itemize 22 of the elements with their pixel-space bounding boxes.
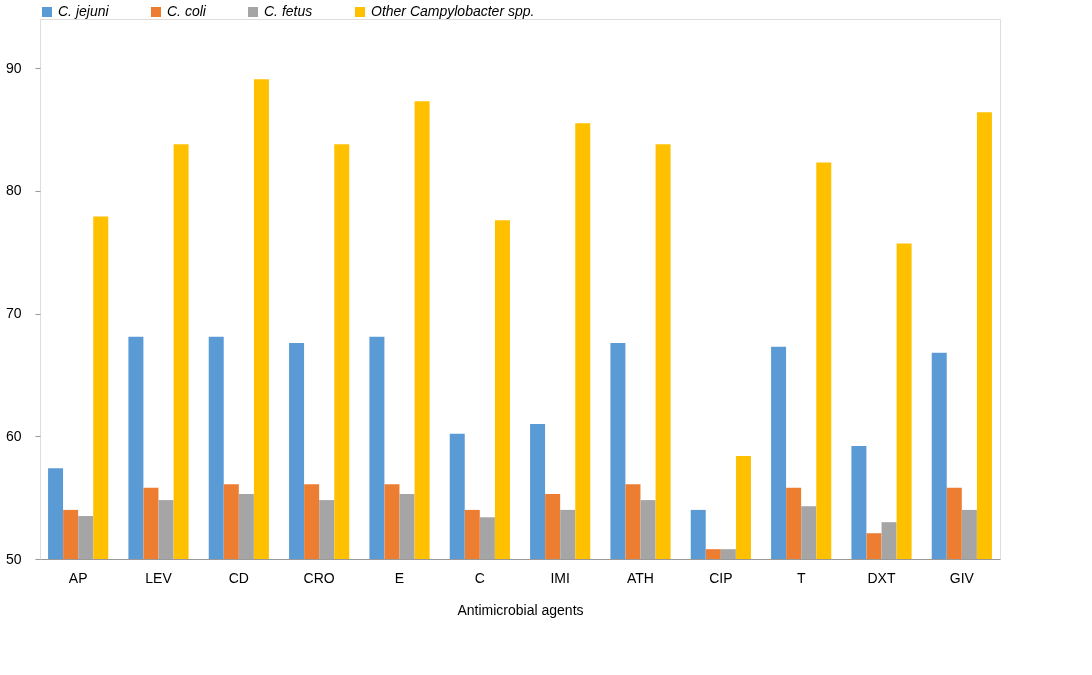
x-tick-label: IMI xyxy=(550,569,570,586)
legend-label: C. coli xyxy=(167,3,207,19)
x-axis-title: Antimicrobial agents xyxy=(457,601,584,618)
y-tick-label: 50 xyxy=(5,550,22,567)
y-tick-label: 60 xyxy=(5,427,22,444)
x-tick-label: T xyxy=(796,569,806,586)
x-tick-label: LEV xyxy=(145,569,173,586)
x-tick-label: CD xyxy=(228,569,249,586)
legend-label: Other Campylobacter spp. xyxy=(371,3,535,19)
x-tick-label: ATH xyxy=(627,569,654,586)
x-tick-label: CIP xyxy=(709,569,733,586)
x-tick-label: GIV xyxy=(949,569,975,586)
x-tick-label: E xyxy=(394,569,405,586)
x-tick-label: AP xyxy=(68,569,88,586)
x-tick-label: DXT xyxy=(867,569,896,586)
legend-label: C. fetus xyxy=(264,3,313,19)
y-tick-label: 90 xyxy=(5,59,22,76)
x-tick-label: CRO xyxy=(303,569,335,586)
x-tick-label: C xyxy=(474,569,485,586)
y-tick-label: 70 xyxy=(5,305,22,322)
y-tick-label: 80 xyxy=(5,182,22,199)
legend-label: C. jejuni xyxy=(58,3,110,19)
